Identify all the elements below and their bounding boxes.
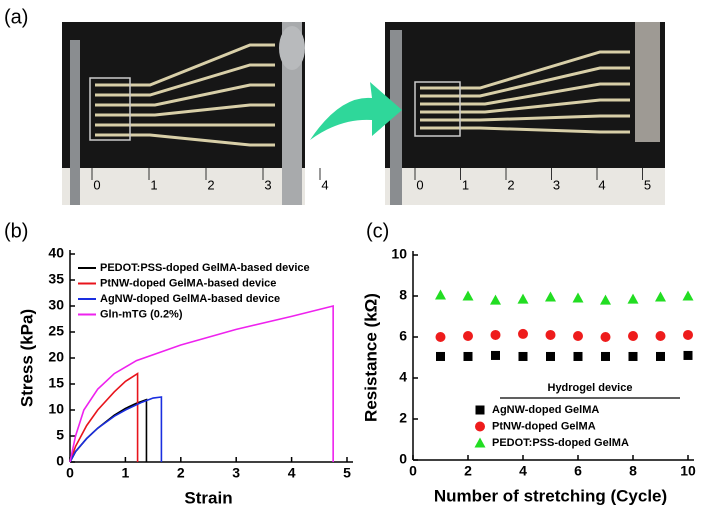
ruler-label: 4 <box>321 177 328 192</box>
x-tick-label: 6 <box>574 463 582 479</box>
y-tick-label: 10 <box>48 401 64 417</box>
marker <box>463 330 473 341</box>
ruler-label: 4 <box>598 177 605 192</box>
y-tick-label: 6 <box>399 328 407 344</box>
legend-label: PEDOT:PSS-doped GelMA <box>492 437 629 449</box>
marker <box>518 351 528 361</box>
marker <box>463 351 473 361</box>
marker <box>655 330 666 341</box>
x-tick-label: 10 <box>680 463 696 479</box>
photo <box>62 22 305 205</box>
marker <box>436 351 445 361</box>
marker <box>628 330 638 341</box>
marker <box>682 290 694 301</box>
marker <box>474 437 486 448</box>
line <box>69 304 334 463</box>
ruler-label: 1 <box>150 177 157 192</box>
x-axis-label: Strain <box>184 488 232 507</box>
y-tick-label: 4 <box>399 369 407 385</box>
marker <box>683 329 693 340</box>
x-axis-label: Number of stretching (Cycle) <box>434 486 667 505</box>
y-tick-label: 30 <box>48 297 64 313</box>
ruler-label: 2 <box>507 177 514 192</box>
y-tick-label: 35 <box>48 271 64 287</box>
ruler-label: 5 <box>644 177 651 192</box>
marker <box>462 290 474 301</box>
legend-label: AgNW-doped GelMA-based device <box>100 293 280 305</box>
photo <box>385 22 665 205</box>
ruler-label: 0 <box>93 177 100 192</box>
marker <box>683 350 693 360</box>
x-tick-label: 4 <box>288 465 296 481</box>
panel-label: (b) <box>4 220 28 242</box>
y-tick-label: 5 <box>56 427 64 443</box>
panel-label: (c) <box>366 220 389 242</box>
ruler-label: 3 <box>553 177 560 192</box>
ruler-label: 2 <box>207 177 214 192</box>
ruler-label: 3 <box>264 177 271 192</box>
marker <box>546 351 555 361</box>
line <box>69 372 139 463</box>
y-axis-label: Stress (kPa) <box>17 309 36 407</box>
legend-label: Gln-mTG (0.2%) <box>100 308 183 320</box>
marker <box>545 329 556 340</box>
x-tick-label: 3 <box>232 465 240 481</box>
y-tick-label: 25 <box>48 323 64 339</box>
marker <box>572 292 584 303</box>
panel-label: (a) <box>4 6 28 28</box>
marker <box>475 421 485 432</box>
x-tick-label: 2 <box>464 463 472 479</box>
x-tick-label: 0 <box>409 463 417 479</box>
x-tick-label: 4 <box>519 463 527 479</box>
ruler-label: 0 <box>416 177 423 192</box>
marker <box>627 293 639 304</box>
legend-label: PtNW-doped GelMA-based device <box>100 277 276 289</box>
marker <box>517 293 529 304</box>
x-tick-label: 5 <box>343 465 351 481</box>
marker <box>545 291 556 302</box>
marker <box>573 330 583 341</box>
marker <box>435 332 446 342</box>
line <box>69 398 148 463</box>
y-axis-label: Resistance (kΩ) <box>361 293 380 422</box>
marker <box>573 351 583 361</box>
legend-label: AgNW-doped GelMA <box>492 404 599 416</box>
x-tick-label: 8 <box>629 463 637 479</box>
ruler-label: 1 <box>462 177 469 192</box>
marker <box>491 350 500 360</box>
y-tick-label: 20 <box>48 349 64 365</box>
marker <box>490 294 501 305</box>
arrow <box>310 82 402 140</box>
marker <box>518 328 528 339</box>
marker <box>656 351 665 361</box>
y-tick-label: 2 <box>399 410 407 426</box>
x-tick-label: 0 <box>66 465 74 481</box>
marker <box>435 289 446 300</box>
marker <box>600 294 611 305</box>
y-tick-label: 40 <box>48 245 64 261</box>
legend-label: PEDOT:PSS-doped GelMA-based device <box>100 262 310 274</box>
marker <box>601 351 610 361</box>
marker <box>490 329 501 340</box>
y-tick-label: 0 <box>56 453 64 469</box>
line <box>69 396 163 463</box>
y-tick-label: 15 <box>48 375 64 391</box>
marker <box>628 351 638 361</box>
x-tick-label: 2 <box>177 465 185 481</box>
legend-label: PtNW-doped GelMA <box>492 420 596 432</box>
marker <box>600 332 611 342</box>
y-tick-label: 0 <box>399 451 407 467</box>
x-tick-label: 1 <box>122 465 130 481</box>
legend-title: Hydrogel device <box>548 382 633 394</box>
marker <box>475 405 485 415</box>
y-tick-label: 10 <box>391 246 407 262</box>
y-tick-label: 8 <box>399 287 407 303</box>
marker <box>655 291 666 302</box>
